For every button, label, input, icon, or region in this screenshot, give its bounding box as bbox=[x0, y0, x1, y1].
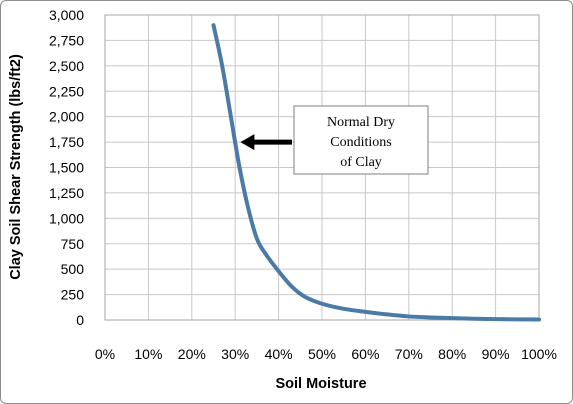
x-tick-label: 20% bbox=[178, 346, 206, 362]
plot-area-border bbox=[104, 14, 540, 321]
y-tick-label: 250 bbox=[61, 287, 85, 303]
x-tick-label: 60% bbox=[351, 346, 379, 362]
y-axis-title: Clay Soil Shear Strength (lbs/ft2) bbox=[8, 54, 24, 280]
y-tick-label: 2,250 bbox=[49, 83, 84, 99]
x-tick-label: 40% bbox=[265, 346, 293, 362]
y-axis-tick-labels: 0 250 500 750 1,000 1,250 1,500 1,750 2,000 2,250… bbox=[49, 7, 84, 328]
x-tick-label: 0% bbox=[95, 346, 115, 362]
y-tick-label: 0 bbox=[76, 312, 84, 328]
arrow-head bbox=[240, 134, 255, 151]
y-tick-label: 1,000 bbox=[49, 210, 84, 226]
x-tick-label: 50% bbox=[308, 346, 336, 362]
annotation: Normal Dry Conditions of Clay bbox=[240, 105, 429, 175]
x-axis-tick-labels: 0% 10% 20% 30% 40% 50% 60% 70% 80% 90% 100% bbox=[95, 346, 557, 362]
x-tick-label: 10% bbox=[134, 346, 162, 362]
y-tick-label: 1,500 bbox=[49, 160, 84, 176]
y-tick-label: 1,750 bbox=[49, 134, 84, 150]
x-tick-label: 100% bbox=[521, 346, 557, 362]
y-tick-label: 750 bbox=[61, 236, 85, 252]
x-axis-title: Soil Moisture bbox=[275, 376, 366, 392]
y-tick-label: 3,000 bbox=[49, 7, 84, 23]
plot-border bbox=[104, 14, 540, 321]
annotation-line-2: Conditions bbox=[330, 135, 391, 150]
annotation-arrow bbox=[240, 134, 292, 151]
y-tick-label: 2,500 bbox=[49, 58, 84, 74]
y-tick-label: 500 bbox=[61, 261, 85, 277]
annotation-box bbox=[293, 105, 429, 175]
series-layer bbox=[211, 23, 541, 322]
y-tick-label: 2,750 bbox=[49, 32, 84, 48]
x-tick-label: 90% bbox=[482, 346, 510, 362]
y-tick-label: 1,250 bbox=[49, 185, 84, 201]
annotation-line-1: Normal Dry bbox=[327, 115, 395, 130]
x-tick-label: 70% bbox=[395, 346, 423, 362]
x-tick-label: 80% bbox=[438, 346, 466, 362]
y-tick-label: 2,000 bbox=[49, 109, 84, 125]
x-tick-label: 30% bbox=[221, 346, 249, 362]
annotation-line-3: of Clay bbox=[340, 155, 382, 170]
series-line bbox=[211, 23, 541, 322]
